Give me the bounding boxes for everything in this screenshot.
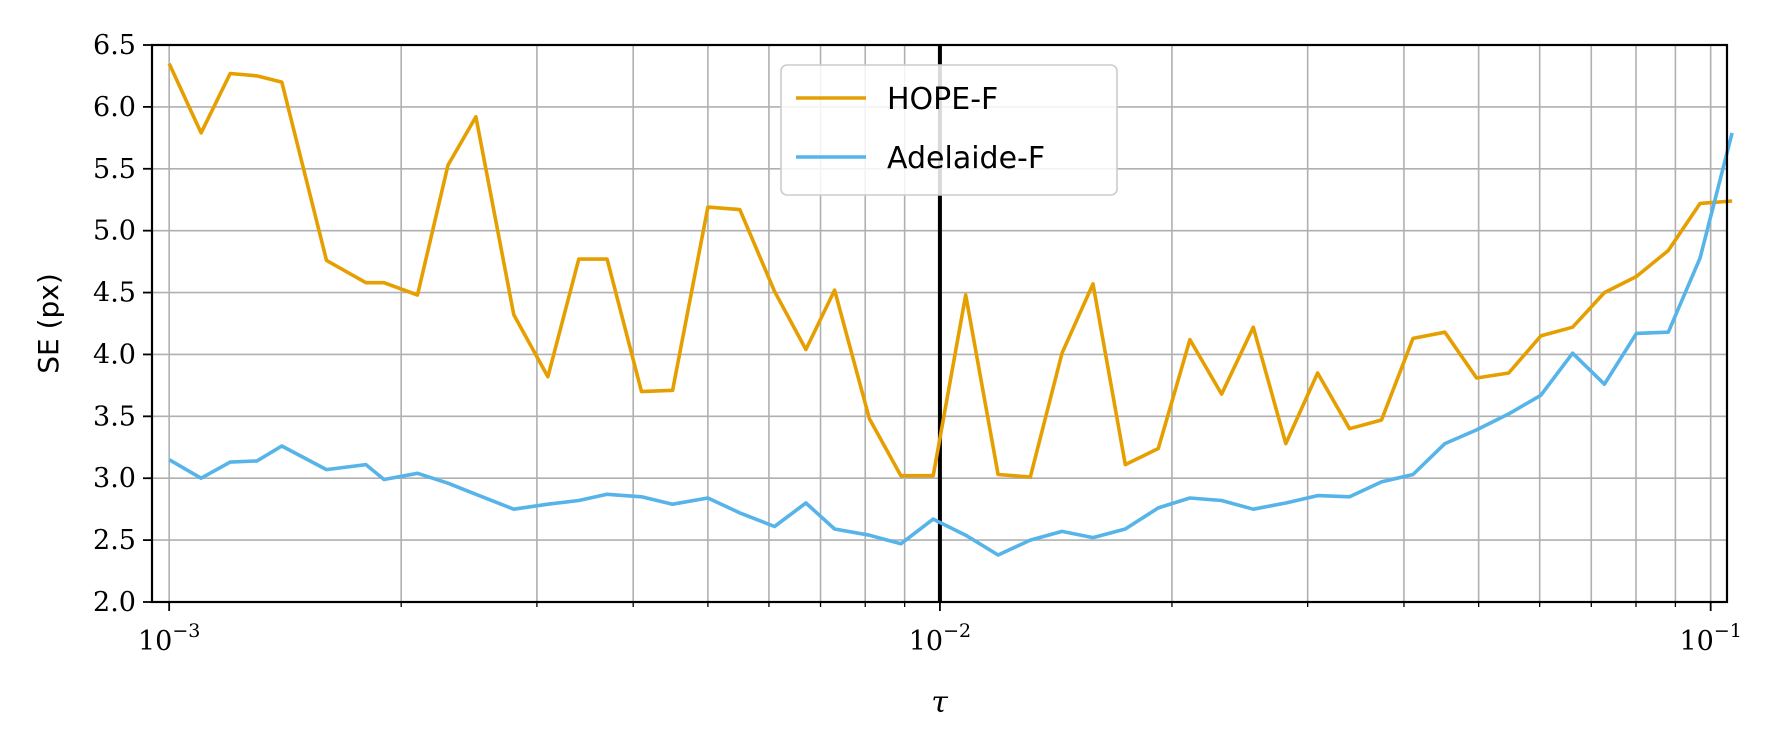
x-tick-label: 10−1 <box>1679 620 1741 657</box>
x-tick-label-exponent: −1 <box>1714 620 1742 642</box>
x-axis-label: τ <box>931 685 948 720</box>
y-tick-label: 2.0 <box>93 587 136 618</box>
x-tick-label: 10−3 <box>138 620 200 657</box>
series-line-adelaide-f <box>168 132 1734 557</box>
series-line-hope-f <box>167 62 1733 479</box>
y-tick-label: 3.0 <box>93 463 136 494</box>
y-tick-label: 6.5 <box>93 30 136 61</box>
x-tick-label-base: 10 <box>138 626 172 657</box>
y-tick-label: 6.0 <box>93 92 136 123</box>
x-tick-label-base: 10 <box>909 626 943 657</box>
x-tick-label-exponent: −2 <box>943 620 971 642</box>
y-tick-label: 4.0 <box>93 339 136 370</box>
x-tick-label: 10−2 <box>909 620 971 657</box>
y-axis-label: SE (px) <box>32 273 65 374</box>
y-tick-label: 5.5 <box>93 154 136 185</box>
x-tick-label-base: 10 <box>1679 626 1713 657</box>
ticks: 2.02.53.03.54.04.55.05.56.06.510−3 10−2 10… <box>93 30 1742 657</box>
x-tick-label-exponent: −3 <box>172 620 200 642</box>
series-group <box>167 62 1734 557</box>
legend-label-adelaide-f: Adelaide-F <box>887 141 1045 176</box>
y-tick-label: 4.5 <box>93 278 136 309</box>
y-tick-label: 2.5 <box>93 525 136 556</box>
legend: HOPE-F Adelaide-F <box>780 64 1118 196</box>
y-tick-label: 3.5 <box>93 401 136 432</box>
y-tick-label: 5.0 <box>93 216 136 247</box>
legend-label-hope-f: HOPE-F <box>887 82 998 117</box>
